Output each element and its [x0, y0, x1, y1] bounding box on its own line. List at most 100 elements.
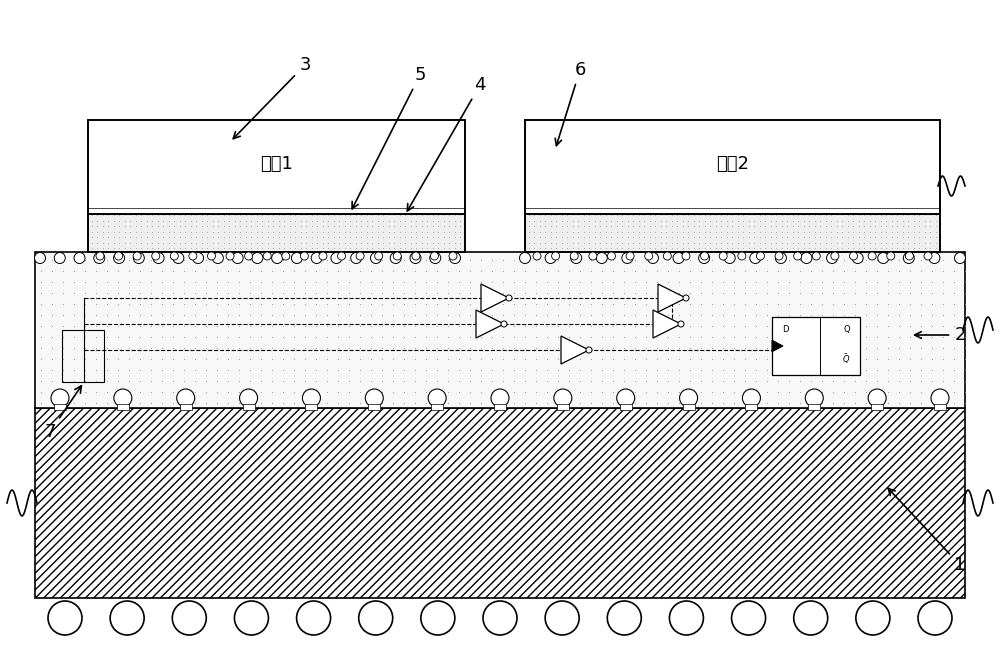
Point — [550, 364, 566, 375]
Point — [741, 232, 757, 243]
Point — [649, 309, 665, 320]
Point — [77, 309, 93, 320]
Point — [946, 298, 962, 309]
Point — [264, 309, 280, 320]
Point — [559, 215, 575, 226]
Point — [598, 243, 614, 254]
Point — [900, 215, 916, 226]
Circle shape — [428, 389, 446, 407]
Point — [110, 331, 126, 342]
Point — [370, 232, 386, 243]
Point — [254, 226, 270, 237]
Point — [873, 226, 889, 237]
Point — [572, 364, 588, 375]
Point — [242, 309, 258, 320]
Point — [220, 287, 236, 298]
Point — [348, 243, 364, 254]
Point — [198, 276, 214, 287]
Point — [671, 254, 687, 265]
Point — [627, 331, 643, 342]
Point — [506, 254, 522, 265]
Point — [895, 215, 911, 226]
Point — [238, 210, 254, 220]
Point — [286, 287, 302, 298]
Point — [759, 320, 775, 331]
Point — [374, 254, 390, 265]
Point — [528, 254, 544, 265]
Point — [649, 254, 665, 265]
Point — [682, 276, 698, 287]
Point — [359, 243, 375, 254]
Point — [834, 232, 850, 243]
Point — [243, 210, 259, 220]
Point — [565, 237, 581, 248]
Point — [851, 237, 867, 248]
Point — [730, 221, 746, 232]
Point — [539, 287, 555, 298]
Bar — [88, 120, 465, 214]
Circle shape — [96, 252, 104, 260]
Circle shape — [506, 295, 512, 301]
Point — [900, 221, 916, 232]
Point — [381, 210, 397, 220]
Circle shape — [545, 253, 556, 263]
Point — [880, 364, 896, 375]
Circle shape — [114, 253, 125, 263]
Point — [946, 397, 962, 408]
Point — [671, 386, 687, 397]
Point — [528, 386, 544, 397]
Point — [183, 210, 199, 220]
Point — [139, 237, 155, 248]
Point — [221, 243, 237, 254]
Point — [759, 298, 775, 309]
Point — [506, 298, 522, 309]
Point — [462, 320, 478, 331]
Point — [275, 320, 291, 331]
Point — [814, 309, 830, 320]
Point — [889, 243, 905, 254]
Point — [99, 342, 115, 353]
Point — [132, 298, 148, 309]
Point — [796, 221, 812, 232]
Point — [451, 298, 467, 309]
Point — [132, 265, 148, 276]
Point — [462, 276, 478, 287]
Point — [363, 276, 379, 287]
Point — [205, 232, 221, 243]
Point — [143, 309, 159, 320]
Point — [825, 342, 841, 353]
Point — [625, 232, 641, 243]
Point — [264, 287, 280, 298]
Point — [99, 265, 115, 276]
Point — [121, 309, 137, 320]
Point — [550, 276, 566, 287]
Point — [924, 364, 940, 375]
Point — [144, 232, 160, 243]
Point — [385, 287, 401, 298]
Point — [396, 397, 412, 408]
Circle shape — [212, 253, 223, 263]
Point — [867, 232, 883, 243]
Point — [724, 237, 740, 248]
Point — [254, 243, 270, 254]
Point — [199, 237, 215, 248]
Point — [686, 215, 702, 226]
Point — [66, 331, 82, 342]
Point — [726, 309, 742, 320]
Point — [724, 215, 740, 226]
Point — [110, 375, 126, 386]
Point — [133, 226, 149, 237]
Point — [143, 397, 159, 408]
Circle shape — [669, 601, 703, 635]
Point — [746, 232, 762, 243]
Point — [84, 215, 100, 226]
Point — [715, 254, 731, 265]
Point — [293, 243, 309, 254]
Point — [231, 331, 247, 342]
Point — [774, 243, 790, 254]
Point — [946, 353, 962, 364]
Point — [576, 221, 592, 232]
Point — [89, 226, 105, 237]
Point — [770, 364, 786, 375]
Point — [315, 237, 331, 248]
